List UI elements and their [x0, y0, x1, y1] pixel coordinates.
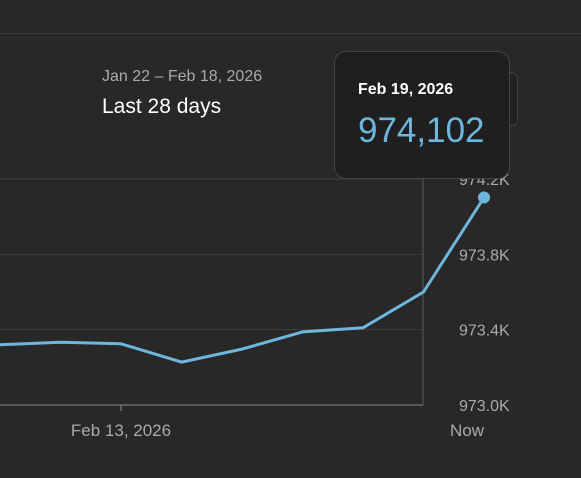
y-tick-label: 973.8K	[459, 247, 510, 264]
period-label: Last 28 days	[102, 95, 222, 118]
series-line	[0, 196, 486, 364]
y-tick-label: 973.0K	[459, 398, 510, 415]
x-tick-label: Now	[450, 421, 485, 440]
chart-tooltip: Feb 19, 2026 974,102	[334, 51, 510, 179]
tooltip-date: Feb 19, 2026	[358, 81, 454, 98]
x-tick-label: Feb 13, 2026	[71, 421, 171, 440]
tooltip-value: 974,102	[358, 111, 485, 150]
top-divider	[0, 33, 581, 34]
date-range-label: Jan 22 – Feb 18, 2026	[102, 68, 263, 85]
y-tick-label: 973.4K	[459, 323, 510, 340]
highlight-point	[478, 191, 490, 204]
